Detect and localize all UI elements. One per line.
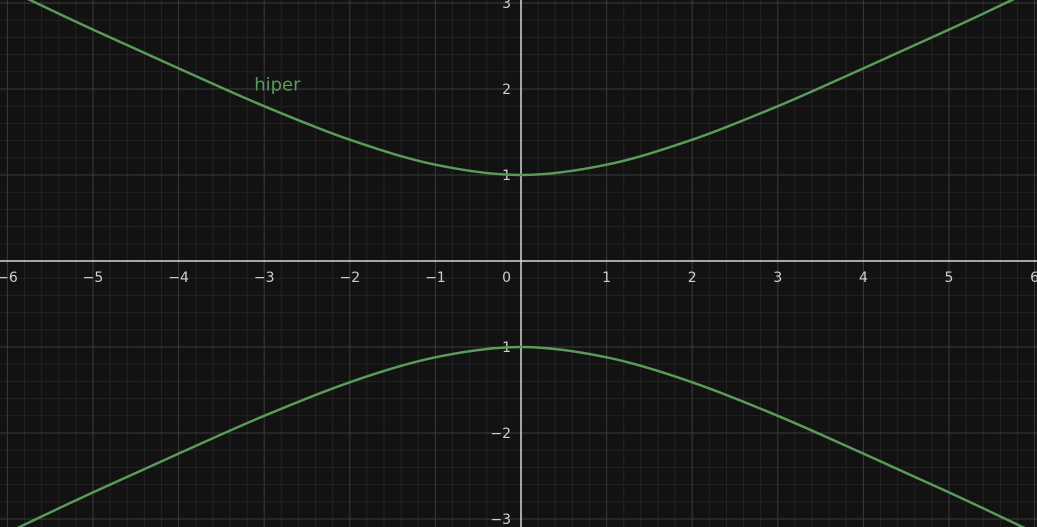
x-tick-label: −3 xyxy=(254,270,275,286)
x-tick-label: 4 xyxy=(859,270,868,286)
x-tick-label: −1 xyxy=(425,270,446,286)
x-tick-label: 5 xyxy=(945,270,954,286)
curves[interactable] xyxy=(7,0,1034,527)
x-tick-label: 6 xyxy=(1030,270,1037,286)
x-tick-label: −6 xyxy=(0,270,18,286)
x-tick-label: −4 xyxy=(168,270,189,286)
y-tick-label: −3 xyxy=(490,512,511,527)
x-tick-label: 2 xyxy=(688,270,697,286)
x-tick-label: −5 xyxy=(83,270,104,286)
y-tick-label: 1 xyxy=(502,168,511,184)
x-tick-label: −2 xyxy=(339,270,360,286)
hyperbola-lower-branch[interactable] xyxy=(7,345,1034,527)
x-tick-label: 1 xyxy=(602,270,611,286)
origin-label: 0 xyxy=(502,270,511,286)
annotations: hiper xyxy=(254,75,301,96)
y-tick-label: 3 xyxy=(502,0,511,12)
y-tick-label: 2 xyxy=(502,82,511,98)
x-tick-label: 3 xyxy=(773,270,782,286)
y-tick-label: −2 xyxy=(490,426,511,442)
hyperbola-upper-branch[interactable] xyxy=(7,0,1034,177)
curve-label: hiper xyxy=(254,75,301,96)
